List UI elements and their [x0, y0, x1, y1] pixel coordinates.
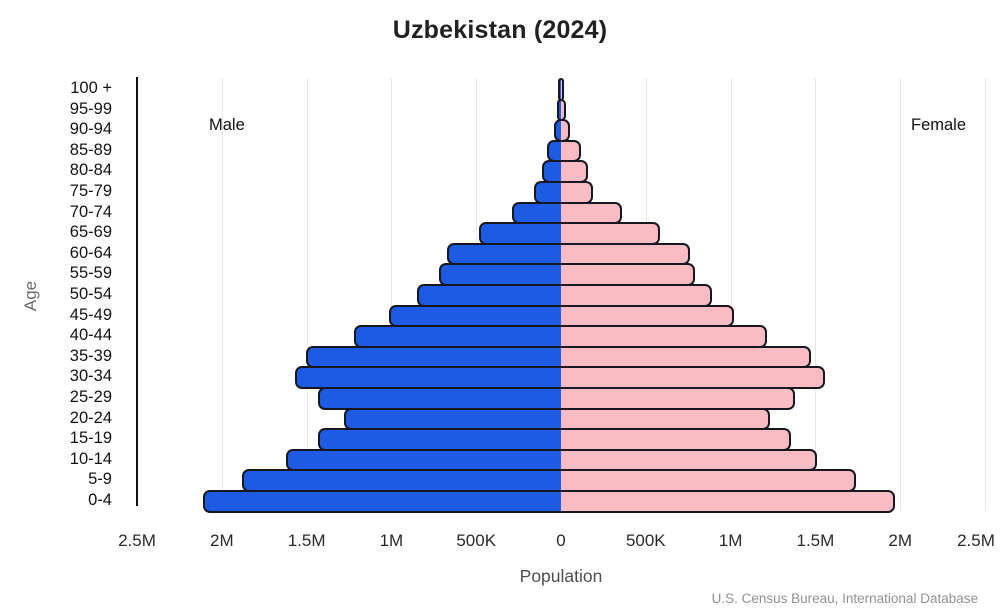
y-tick-35-39: 35-39 — [69, 346, 112, 365]
x-tick-7: 1M — [718, 531, 743, 550]
bar-male-80-84 — [542, 160, 561, 183]
y-tick-95-99: 95-99 — [69, 99, 112, 118]
y-tick-30-34: 30-34 — [69, 367, 112, 386]
y-tick-80-84: 80-84 — [69, 161, 112, 180]
gridline — [391, 78, 393, 511]
bar-female-85-89 — [561, 139, 581, 163]
gridline — [221, 78, 223, 511]
gridline — [730, 78, 732, 511]
bar-male-35-39 — [306, 345, 561, 369]
x-tick-8: 1.5M — [796, 531, 835, 550]
bar-female-95-99 — [561, 98, 567, 122]
bar-male-15-19 — [318, 428, 561, 451]
gridline — [815, 78, 817, 511]
x-tick-2: 1.5M — [287, 531, 326, 550]
male-side-label: Male — [209, 116, 245, 134]
x-axis-title: Population — [519, 566, 603, 586]
bar-female-40-44 — [561, 325, 767, 348]
female-side-label: Female — [911, 116, 967, 134]
gridline — [306, 78, 308, 511]
y-tick-75-79: 75-79 — [69, 182, 112, 200]
bar-male-40-44 — [353, 325, 561, 348]
bar-female-50-54 — [561, 284, 713, 307]
x-tick-10: 2.5M — [957, 531, 995, 550]
bar-female-55-59 — [561, 263, 696, 286]
y-axis-line — [136, 77, 138, 506]
y-tick-10-14: 10-14 — [69, 449, 112, 468]
y-tick-50-54: 50-54 — [69, 285, 112, 303]
bar-male-60-64 — [447, 242, 561, 266]
bar-male-70-74 — [511, 201, 561, 225]
y-tick-70-74: 70-74 — [69, 202, 112, 221]
y-tick-45-49: 45-49 — [69, 305, 112, 324]
bar-female-15-19 — [561, 428, 792, 451]
y-tick-100+: 100 + — [70, 79, 112, 97]
y-tick-55-59: 55-59 — [69, 264, 112, 283]
x-tick-0: 2.5M — [118, 531, 156, 550]
bar-female-65-69 — [561, 222, 660, 245]
bar-female-30-34 — [561, 366, 826, 389]
bar-male-20-24 — [343, 407, 561, 431]
bar-female-60-64 — [561, 242, 691, 266]
source-attribution: U.S. Census Bureau, International Databa… — [711, 591, 978, 606]
gridline — [985, 78, 986, 511]
y-tick-60-64: 60-64 — [69, 243, 112, 262]
bar-female-90-94 — [561, 119, 570, 142]
bar-male-65-69 — [479, 222, 561, 245]
chart-title: Uzbekistan (2024) — [392, 16, 608, 44]
bar-female-5-9 — [561, 469, 857, 492]
y-tick-25-29: 25-29 — [69, 388, 112, 406]
bar-male-85-89 — [547, 139, 561, 163]
bar-male-55-59 — [439, 263, 561, 286]
y-tick-65-69: 65-69 — [69, 223, 112, 242]
y-tick-40-44: 40-44 — [69, 326, 112, 345]
y-axis-title: Age — [21, 280, 40, 312]
gridline — [900, 78, 902, 511]
bar-female-25-29 — [561, 387, 796, 410]
bar-male-30-34 — [295, 366, 561, 389]
bar-female-0-4 — [561, 490, 896, 513]
bar-male-25-29 — [318, 387, 561, 410]
bar-male-10-14 — [285, 448, 561, 472]
x-tick-6: 500K — [625, 531, 666, 550]
bar-female-20-24 — [561, 407, 770, 431]
bar-male-0-4 — [202, 490, 561, 513]
x-tick-5: 0 — [556, 531, 566, 550]
x-tick-3: 1M — [379, 531, 404, 550]
bar-female-10-14 — [561, 448, 818, 472]
y-tick-20-24: 20-24 — [69, 408, 112, 427]
bar-female-45-49 — [561, 304, 735, 328]
bar-female-75-79 — [561, 181, 593, 204]
bar-female-70-74 — [561, 201, 623, 225]
y-tick-85-89: 85-89 — [69, 140, 112, 159]
bar-female-35-39 — [561, 345, 811, 369]
x-tick-1: 2M — [209, 531, 234, 550]
bar-female-80-84 — [561, 160, 588, 183]
y-tick-5-9: 5-9 — [88, 470, 112, 489]
bar-male-45-49 — [389, 304, 561, 328]
x-tick-9: 2M — [888, 531, 912, 550]
x-tick-4: 500K — [456, 531, 497, 550]
bar-male-5-9 — [241, 469, 561, 492]
y-tick-90-94: 90-94 — [69, 120, 112, 139]
bar-male-90-94 — [553, 119, 561, 142]
y-tick-15-19: 15-19 — [69, 429, 112, 448]
bar-male-75-79 — [534, 181, 561, 204]
bar-female-100+ — [561, 78, 565, 101]
y-tick-0-4: 0-4 — [88, 491, 112, 509]
bar-male-50-54 — [416, 284, 561, 307]
